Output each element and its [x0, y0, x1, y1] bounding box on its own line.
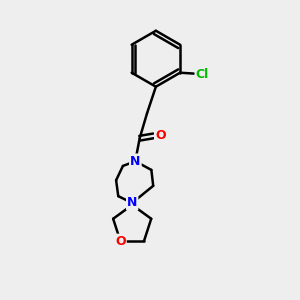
Text: Cl: Cl [196, 68, 209, 81]
Text: N: N [130, 155, 140, 168]
Text: O: O [155, 129, 166, 142]
Text: N: N [127, 196, 137, 209]
Text: N: N [130, 155, 140, 168]
Text: O: O [115, 235, 126, 248]
